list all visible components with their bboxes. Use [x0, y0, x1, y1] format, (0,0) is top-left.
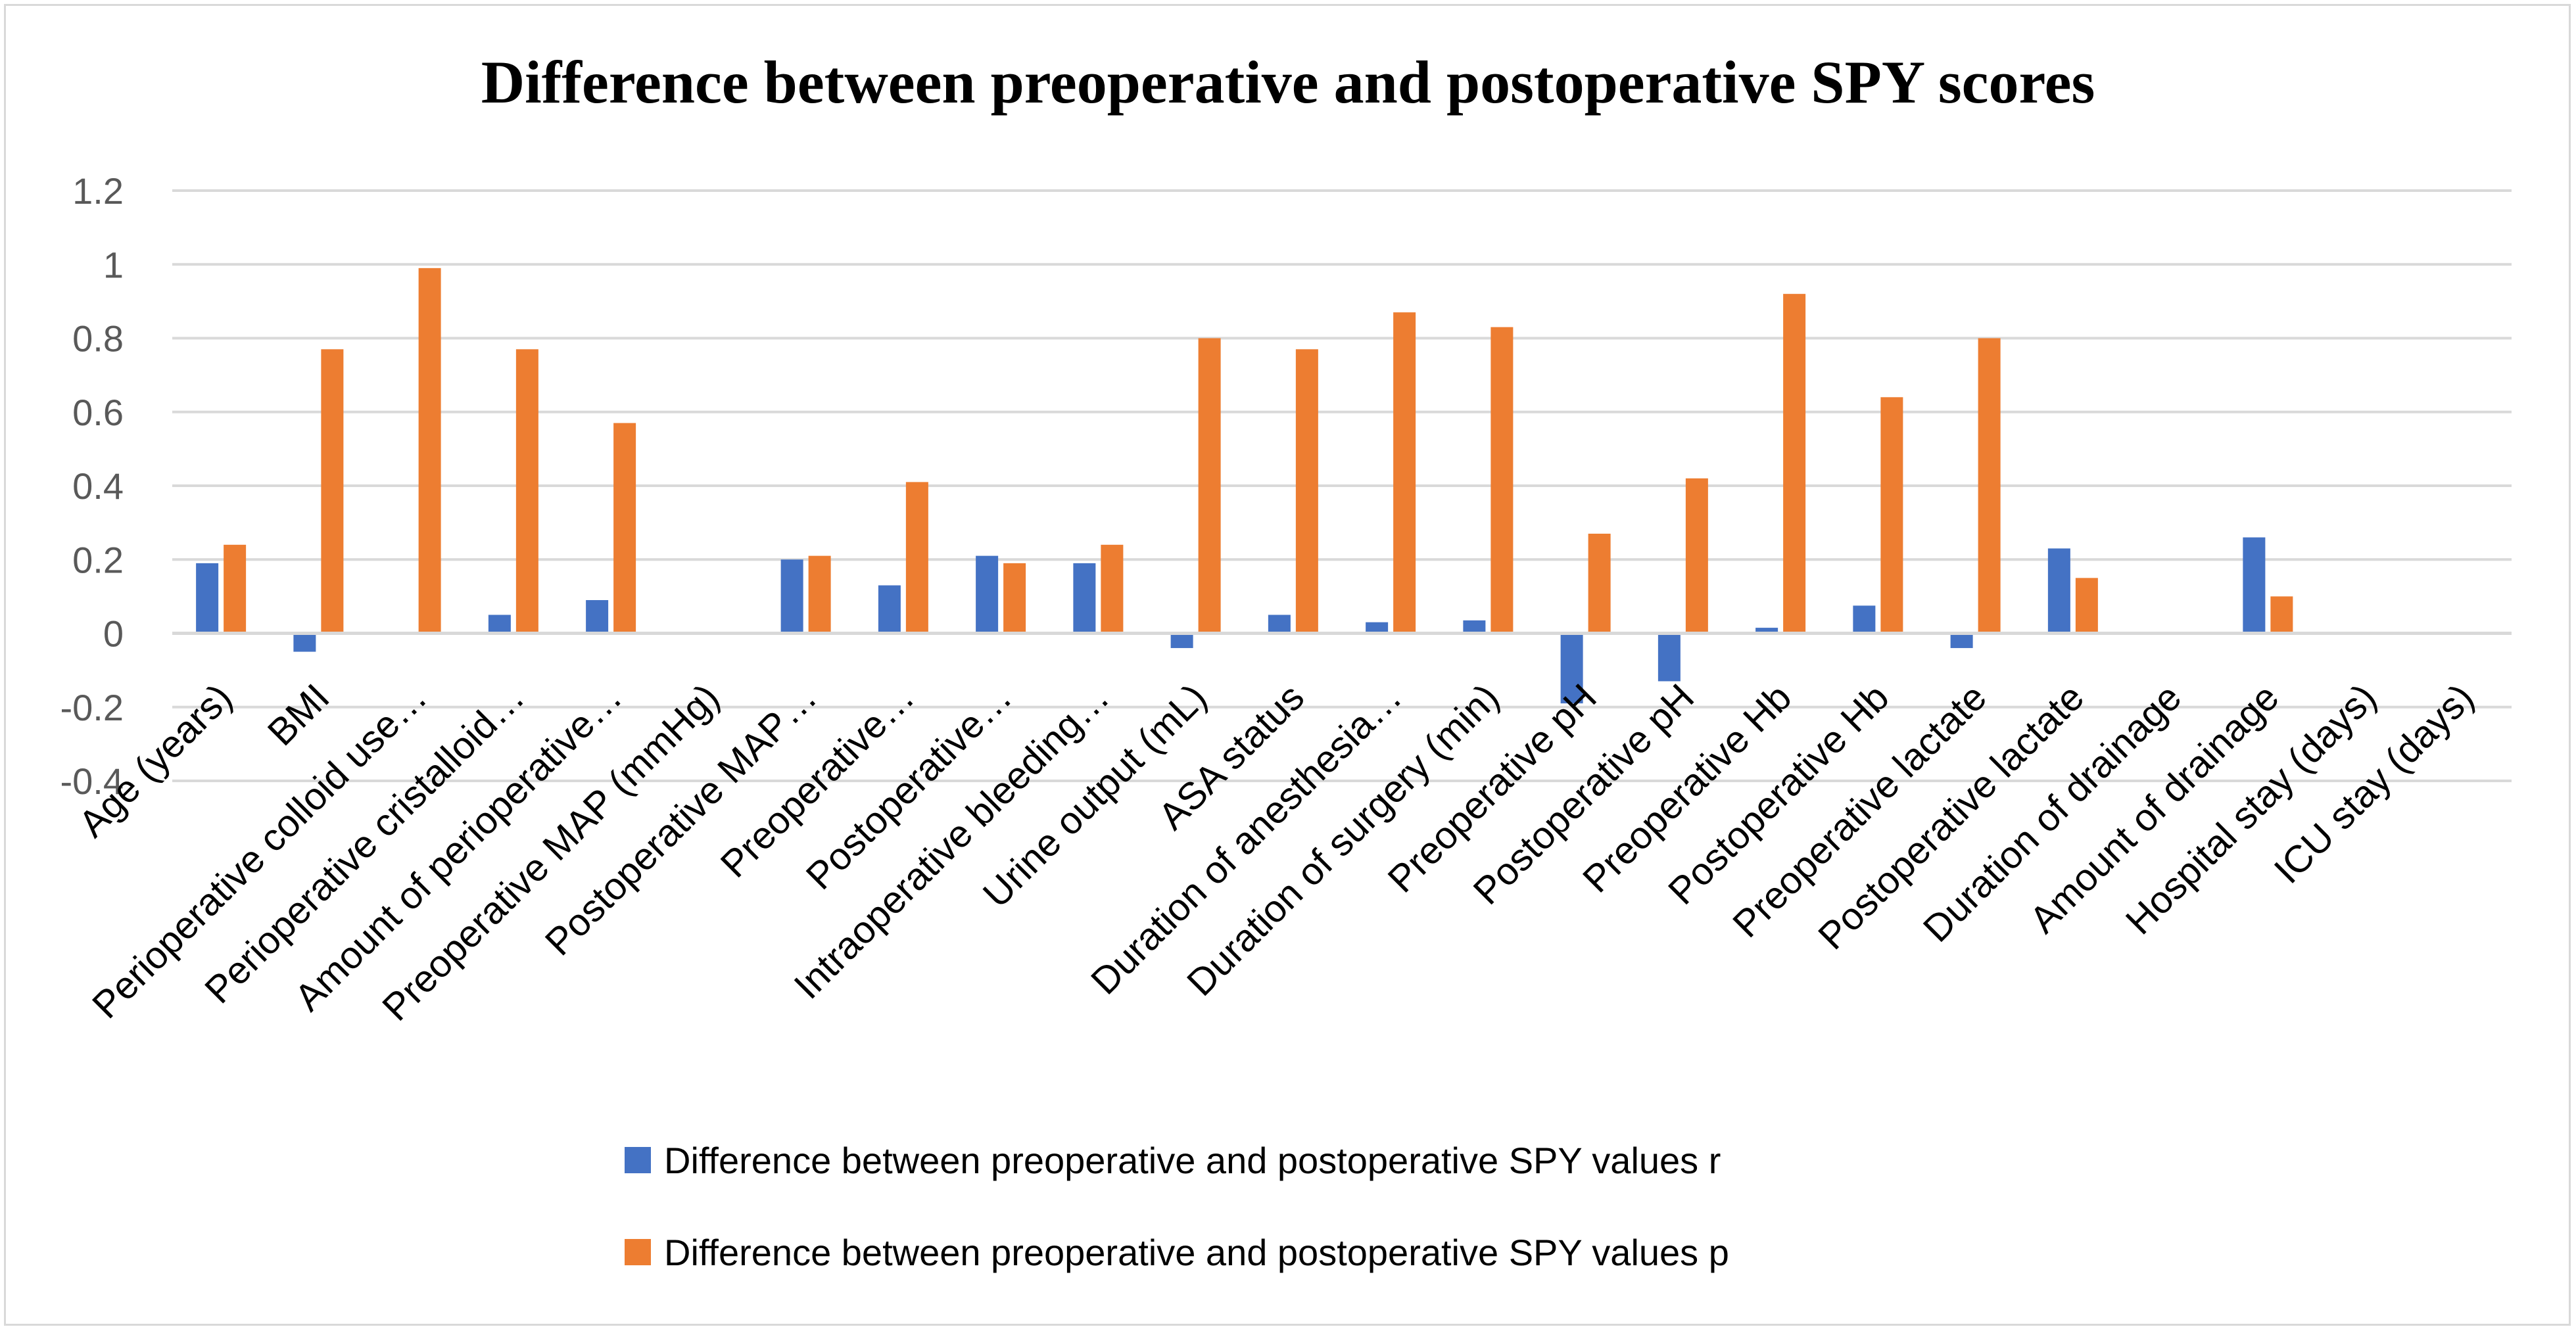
- bar-p: [1880, 397, 1903, 634]
- bar-r: [1268, 615, 1291, 634]
- bar-p: [1393, 312, 1416, 634]
- bar-r: [1463, 620, 1486, 634]
- bar-p: [1295, 349, 1318, 634]
- y-axis-ticks: -0.4 -0.2 0 0.2 0.4 0.6 0.8 1 1.2: [60, 170, 124, 802]
- y-tick-label: -0.4: [60, 760, 124, 802]
- bars: [196, 268, 2293, 704]
- bar-p: [515, 349, 538, 634]
- y-tick-label: 0.8: [72, 318, 124, 360]
- bar-r: [2243, 537, 2266, 634]
- bar-r: [2047, 548, 2070, 634]
- bar-r: [1170, 633, 1193, 648]
- bar-p: [1685, 478, 1708, 634]
- y-tick-label: 0.4: [72, 465, 124, 507]
- y-tick-label: 0.2: [72, 539, 124, 580]
- legend-item-p: Difference between preoperative and post…: [625, 1231, 1729, 1273]
- bar-p: [1978, 338, 2001, 634]
- bar-r: [878, 585, 901, 634]
- legend-label-r: Difference between preoperative and post…: [664, 1139, 1721, 1181]
- x-category-label: BMI: [260, 676, 338, 754]
- bar-p: [808, 555, 831, 634]
- bar-r: [780, 559, 803, 634]
- bar-p: [613, 423, 636, 634]
- chart-frame: [4, 4, 2571, 1326]
- y-tick-label: 1.2: [72, 170, 124, 212]
- bar-r: [1073, 563, 1096, 634]
- bar-r: [1658, 633, 1681, 682]
- y-tick-label: -0.2: [60, 687, 124, 728]
- legend-swatch-r: [625, 1147, 651, 1173]
- legend-label-p: Difference between preoperative and post…: [664, 1231, 1729, 1273]
- bar-p: [1198, 338, 1221, 634]
- bar-p: [1783, 294, 1806, 634]
- bar-p: [321, 349, 344, 634]
- y-tick-label: 1: [103, 244, 124, 285]
- bar-r: [1950, 633, 1973, 648]
- bar-p: [2270, 596, 2293, 634]
- chart-title: Difference between preoperative and post…: [481, 49, 2095, 116]
- bar-r: [1853, 605, 1876, 634]
- bar-p: [905, 482, 928, 634]
- bar-r: [1755, 628, 1778, 634]
- bar-p: [1588, 533, 1611, 634]
- bar-r: [1560, 633, 1583, 704]
- bar-p: [418, 268, 441, 634]
- bar-r: [196, 563, 219, 634]
- bar-p: [224, 544, 247, 634]
- bar-p: [2075, 578, 2098, 634]
- legend-swatch-p: [625, 1239, 651, 1265]
- bar-p: [1101, 544, 1124, 634]
- bar-r: [1366, 622, 1389, 634]
- legend-item-r: Difference between preoperative and post…: [625, 1139, 1721, 1181]
- bar-r: [976, 555, 999, 634]
- bar-p: [1003, 563, 1026, 634]
- y-tick-label: 0: [103, 613, 124, 655]
- bar-p: [1491, 327, 1514, 634]
- bar-r: [488, 615, 511, 634]
- gridlines: [172, 189, 2512, 782]
- y-tick-label: 0.6: [72, 392, 124, 433]
- bar-r: [293, 633, 316, 652]
- bar-r: [586, 599, 609, 634]
